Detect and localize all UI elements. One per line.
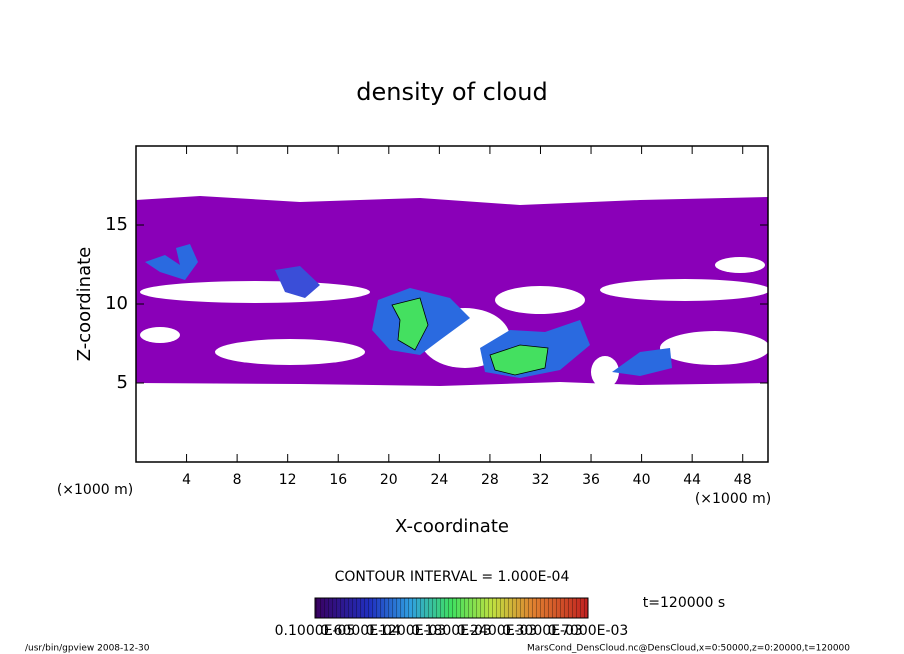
x-tick-label: 4 — [182, 472, 191, 488]
footer-right: MarsCond_DensCloud.nc@DensCloud,x=0:5000… — [527, 644, 850, 654]
x-tick-label: 20 — [380, 472, 398, 488]
cloud-core — [275, 266, 320, 298]
y-tick-label: 5 — [117, 372, 128, 393]
x-unit: (×1000 m) — [695, 491, 771, 507]
colorbar-label: 0.2400E-03 — [457, 623, 538, 639]
time-label: t=120000 s — [643, 595, 725, 611]
colorbar-lines — [314, 597, 589, 619]
x-tick-label: 24 — [430, 472, 448, 488]
colorbar-label: 0.1800E-03 — [411, 623, 492, 639]
colorbar-label: 0.7000E-03 — [548, 623, 629, 639]
y-tick-label: 10 — [105, 293, 128, 314]
x-tick-label: 44 — [683, 472, 701, 488]
clear-area — [495, 286, 585, 314]
x-tick-label: 28 — [481, 472, 499, 488]
y-unit: (×1000 m) — [57, 482, 133, 498]
clear-area — [600, 279, 768, 301]
colorbar-label: 0.6000E-04 — [320, 623, 401, 639]
cloud-core — [489, 344, 549, 376]
y-axis-label: Z-coordinate — [74, 247, 95, 362]
x-tick-label: 12 — [279, 472, 297, 488]
clear-area — [660, 331, 768, 365]
x-tick-label: 8 — [233, 472, 242, 488]
clear-area — [715, 257, 765, 273]
chart-title: density of cloud — [356, 78, 547, 106]
x-tick-label: 36 — [582, 472, 600, 488]
cloud-core — [612, 348, 672, 376]
x-tick-label: 32 — [532, 472, 550, 488]
contour-field — [136, 196, 768, 388]
cloud-core — [145, 244, 198, 280]
x-tick-label: 40 — [633, 472, 651, 488]
x-tick-label: 16 — [329, 472, 347, 488]
colorbar-label: 0.1200E-03 — [366, 623, 447, 639]
clear-area — [140, 327, 180, 343]
y-tick-label: 15 — [105, 214, 128, 235]
cloud-core — [391, 297, 429, 351]
x-tick-label: 48 — [734, 472, 752, 488]
cloud-region — [136, 196, 768, 386]
clear-area — [591, 356, 619, 388]
colorbar-label: 0.1000E-05 — [275, 623, 356, 639]
colorbar-label: 0.3000E-03 — [502, 623, 583, 639]
x-axis-label: X-coordinate — [395, 516, 509, 537]
footer-left: /usr/bin/gpview 2008-12-30 — [25, 644, 150, 654]
clear-area — [140, 281, 370, 303]
clear-area — [215, 339, 365, 365]
contour-interval: CONTOUR INTERVAL = 1.000E-04 — [335, 569, 570, 585]
